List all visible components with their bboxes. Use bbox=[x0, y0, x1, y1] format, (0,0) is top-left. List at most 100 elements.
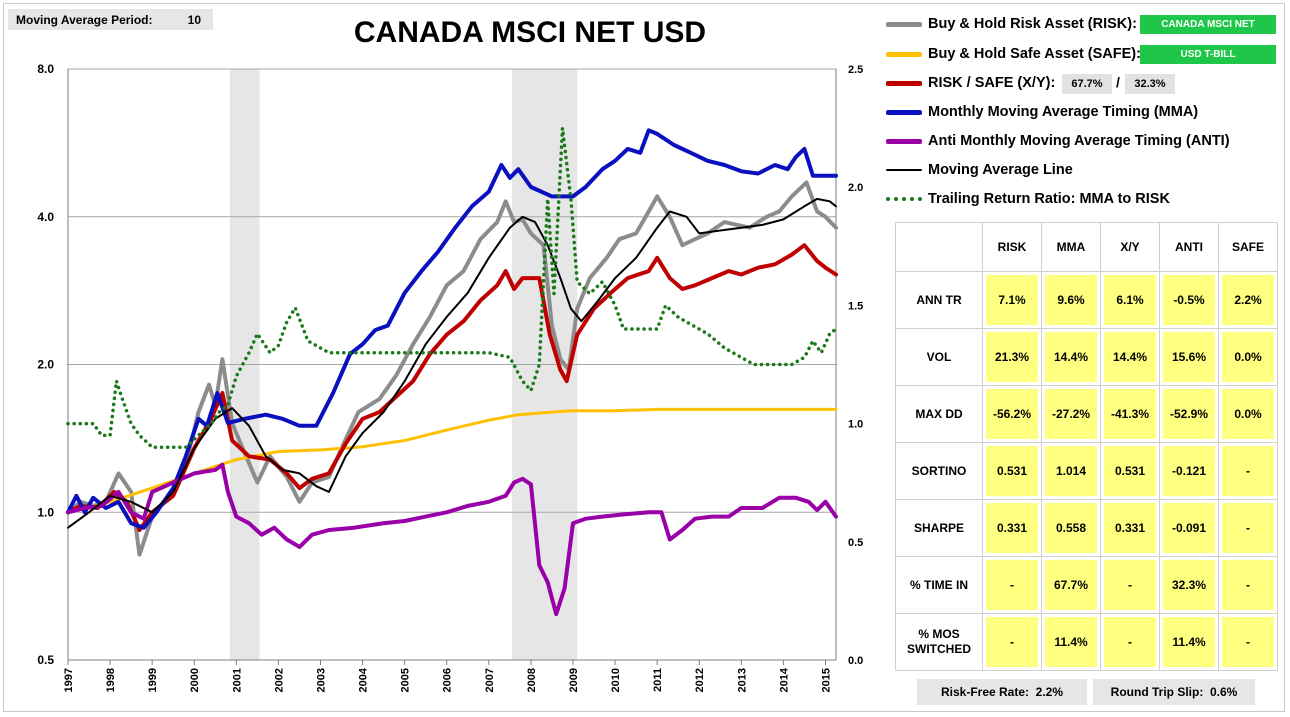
stats-cell: -0.091 bbox=[1159, 499, 1219, 557]
stats-col-header: SAFE bbox=[1218, 222, 1278, 272]
legend-risk: Buy & Hold Risk Asset (RISK): bbox=[886, 12, 1137, 36]
legend-risk-label: Buy & Hold Risk Asset (RISK): bbox=[928, 16, 1137, 32]
safe-asset-tag: USD T-BILL bbox=[1140, 45, 1276, 64]
stats-row: SORTINO 0.531 1.014 0.531 -0.121- bbox=[895, 442, 1278, 500]
x-tick-label: 2011 bbox=[652, 668, 664, 692]
stats-col-header: MMA bbox=[1041, 222, 1101, 272]
stats-cell: 0.558 bbox=[1041, 499, 1101, 557]
stats-value: -52.9% bbox=[1163, 389, 1215, 439]
stats-cell: -0.121 bbox=[1159, 442, 1219, 500]
stats-row-label: % MOS SWITCHED bbox=[895, 613, 983, 671]
stats-header-row: RISK MMA X/Y ANTI SAFE bbox=[895, 222, 1278, 272]
x-tick-label: 2004 bbox=[358, 667, 370, 692]
stats-cell: 67.7% bbox=[1041, 556, 1101, 614]
stats-cell: -52.9% bbox=[1159, 385, 1219, 443]
stats-row: ANN TR 7.1% 9.6% 6.1% -0.5% 2.2% bbox=[895, 271, 1278, 329]
xy-safe-pct: 32.3% bbox=[1125, 74, 1175, 94]
stats-row: % MOS SWITCHED -11.4% -11.4% - bbox=[895, 613, 1278, 671]
stats-cell: 14.4% bbox=[1041, 328, 1101, 386]
stats-value: -0.5% bbox=[1163, 275, 1215, 325]
stats-value: - bbox=[1222, 503, 1274, 553]
ma-period-value: 10 bbox=[187, 12, 201, 27]
stats-value: -0.121 bbox=[1163, 446, 1215, 496]
x-tick-label: 2014 bbox=[778, 667, 790, 692]
stats-value: 15.6% bbox=[1163, 332, 1215, 382]
stats-value: 67.7% bbox=[1045, 560, 1097, 610]
stats-value: 14.4% bbox=[1045, 332, 1097, 382]
series-line-anti bbox=[66, 462, 838, 617]
stats-cell: 11.4% bbox=[1159, 613, 1219, 671]
stats-cell: 21.3% bbox=[982, 328, 1042, 386]
stats-value: 2.2% bbox=[1222, 275, 1274, 325]
stats-value: - bbox=[1222, 446, 1274, 496]
stats-value: - bbox=[1222, 617, 1274, 667]
stats-cell: - bbox=[1218, 613, 1278, 671]
x-tick-label: 2010 bbox=[610, 668, 622, 692]
legend-mal-label: Moving Average Line bbox=[928, 162, 1073, 178]
x-tick-label: 2005 bbox=[400, 668, 412, 692]
stats-value: - bbox=[1104, 617, 1156, 667]
stats-col-header: ANTI bbox=[1159, 222, 1219, 272]
series-line-mma bbox=[66, 128, 838, 530]
stats-row: SHARPE 0.331 0.558 0.331 -0.091- bbox=[895, 499, 1278, 557]
left-tick-label: 0.5 bbox=[37, 653, 54, 667]
legend-mma: Monthly Moving Average Timing (MMA) bbox=[886, 100, 1198, 124]
stats-value: - bbox=[1104, 560, 1156, 610]
x-tick-label: 2007 bbox=[484, 668, 496, 692]
stats-value: 11.4% bbox=[1163, 617, 1215, 667]
stats-row-label: SORTINO bbox=[895, 442, 983, 500]
x-tick-label: 2003 bbox=[315, 668, 327, 692]
chart-title: CANADA MSCI NET USD bbox=[353, 16, 707, 49]
stats-value: -56.2% bbox=[986, 389, 1038, 439]
legend-anti-label: Anti Monthly Moving Average Timing (ANTI… bbox=[928, 133, 1230, 149]
right-tick-label: 2.0 bbox=[848, 182, 863, 194]
legend-mal: Moving Average Line bbox=[886, 158, 1073, 182]
rfr-value: 2.2% bbox=[1035, 685, 1064, 699]
stats-value: -0.091 bbox=[1163, 503, 1215, 553]
xy-risk-pct: 67.7% bbox=[1062, 74, 1112, 94]
stats-row-label: ANN TR bbox=[895, 271, 983, 329]
stats-col-header: RISK bbox=[982, 222, 1042, 272]
stats-value: - bbox=[986, 560, 1038, 610]
stats-row-label: SHARPE bbox=[895, 499, 983, 557]
right-tick-label: 1.0 bbox=[848, 419, 863, 431]
stats-value: -41.3% bbox=[1104, 389, 1156, 439]
legend-risk-swatch bbox=[886, 21, 922, 27]
stats-row-label: VOL bbox=[895, 328, 983, 386]
round-trip-slip: Round Trip Slip: 0.6% bbox=[1093, 679, 1255, 705]
stats-row-label: MAX DD bbox=[895, 385, 983, 443]
left-tick-label: 1.0 bbox=[37, 505, 54, 519]
stats-value: 11.4% bbox=[1045, 617, 1097, 667]
series-line-trailing-return-ratio-mma-to-risk bbox=[66, 126, 838, 449]
legend-xy: RISK / SAFE (X/Y): bbox=[886, 71, 1055, 95]
legend-mma-label: Monthly Moving Average Timing (MMA) bbox=[928, 104, 1199, 120]
left-tick-label: 2.0 bbox=[37, 358, 54, 372]
ma-period-box: Moving Average Period: 10 bbox=[8, 9, 213, 30]
stats-cell: -56.2% bbox=[982, 385, 1042, 443]
stats-cell: 11.4% bbox=[1041, 613, 1101, 671]
stats-value: 0.0% bbox=[1222, 332, 1274, 382]
stats-cell: 0.0% bbox=[1218, 328, 1278, 386]
stats-value: - bbox=[1222, 560, 1274, 610]
stats-cell: 9.6% bbox=[1041, 271, 1101, 329]
stats-cell: - bbox=[1100, 613, 1160, 671]
stats-cell: - bbox=[1218, 442, 1278, 500]
slip-label: Round Trip Slip: bbox=[1110, 685, 1204, 699]
x-tick-label: 1997 bbox=[63, 668, 75, 692]
risk-asset-tag: CANADA MSCI NET bbox=[1140, 15, 1276, 34]
stats-cell: - bbox=[1218, 556, 1278, 614]
stats-value: 0.531 bbox=[986, 446, 1038, 496]
legend-mma-swatch bbox=[886, 109, 922, 115]
stats-cell: - bbox=[1100, 556, 1160, 614]
legend-trr-label: Trailing Return Ratio: MMA to RISK bbox=[928, 191, 1170, 207]
legend-xy-label: RISK / SAFE (X/Y): bbox=[928, 75, 1056, 91]
stats-value: 0.558 bbox=[1045, 503, 1097, 553]
legend-trr: Trailing Return Ratio: MMA to RISK bbox=[886, 187, 1170, 211]
legend-safe-label: Buy & Hold Safe Asset (SAFE): bbox=[928, 46, 1141, 62]
stats-cell: - bbox=[982, 556, 1042, 614]
stats-value: 14.4% bbox=[1104, 332, 1156, 382]
stats-value: 0.331 bbox=[986, 503, 1038, 553]
stats-cell: 0.0% bbox=[1218, 385, 1278, 443]
x-tick-label: 1998 bbox=[105, 668, 117, 692]
